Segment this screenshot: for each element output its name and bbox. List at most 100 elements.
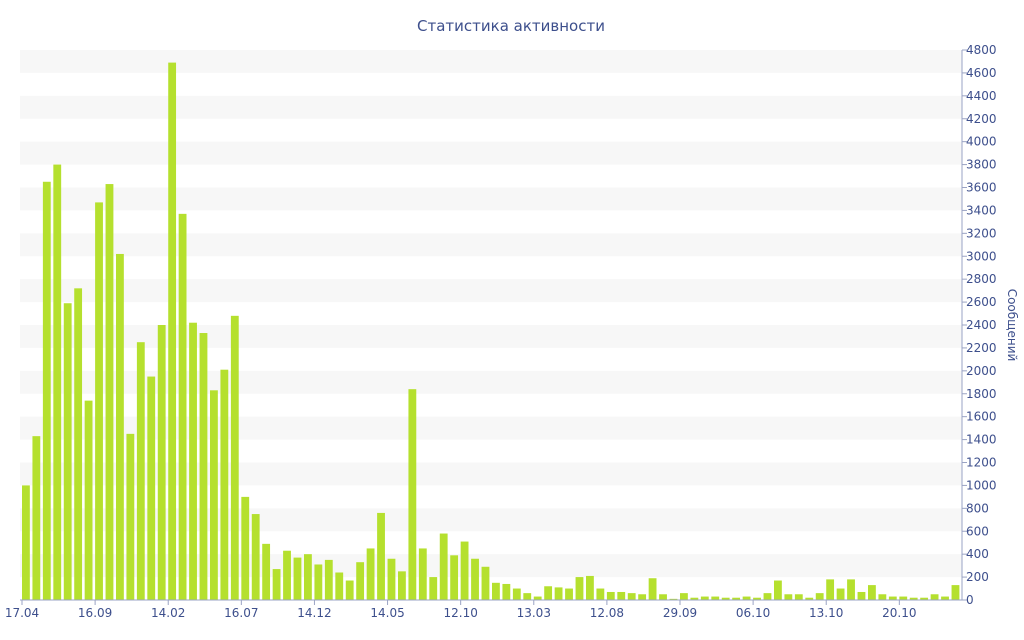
bar[interactable] (377, 512, 385, 600)
bar[interactable] (920, 597, 929, 600)
bar[interactable] (345, 580, 354, 600)
bar[interactable] (324, 559, 333, 600)
bar[interactable] (418, 548, 427, 600)
bar[interactable] (74, 288, 83, 600)
bar[interactable] (565, 588, 573, 600)
bar[interactable] (533, 596, 542, 600)
y-tick-label: 1400 (966, 433, 997, 447)
bar[interactable] (398, 571, 406, 600)
bar[interactable] (450, 555, 459, 600)
x-tick-label: 16.09 (78, 606, 112, 620)
bar[interactable] (638, 594, 647, 600)
bar[interactable] (794, 594, 803, 600)
bar[interactable] (606, 591, 615, 600)
bar[interactable] (481, 566, 490, 600)
bar[interactable] (868, 585, 876, 600)
bar[interactable] (732, 597, 741, 600)
bar[interactable] (784, 594, 793, 600)
bar[interactable] (659, 594, 667, 600)
bar[interactable] (763, 593, 772, 601)
bar[interactable] (230, 315, 239, 600)
bar[interactable] (220, 369, 229, 600)
bar[interactable] (888, 596, 897, 600)
bar[interactable] (711, 596, 720, 600)
bar[interactable] (42, 181, 51, 600)
bar[interactable] (951, 585, 960, 600)
bar[interactable] (116, 253, 124, 600)
bar[interactable] (32, 436, 41, 600)
bar[interactable] (272, 569, 281, 600)
bar[interactable] (857, 591, 866, 600)
bar[interactable] (387, 558, 396, 600)
x-tick-label: 13.10 (809, 606, 843, 620)
x-tick-label: 20.10 (882, 606, 916, 620)
grid-band (20, 50, 962, 73)
bar[interactable] (178, 213, 187, 600)
bar[interactable] (283, 550, 291, 600)
bar[interactable] (627, 593, 636, 601)
y-axis-ticks: 0 200 400 600 800 1000 1200 1400 1600 1800 2000 220… (962, 43, 997, 607)
bar[interactable] (293, 557, 302, 600)
bar[interactable] (805, 597, 814, 600)
bar[interactable] (544, 586, 553, 600)
bar[interactable] (408, 389, 417, 600)
bar[interactable] (366, 548, 375, 600)
bar[interactable] (690, 597, 699, 600)
bar[interactable] (909, 597, 918, 600)
bar[interactable] (241, 496, 250, 601)
bar[interactable] (836, 588, 845, 600)
bar[interactable] (753, 597, 761, 600)
bar[interactable] (930, 594, 939, 600)
bar[interactable] (554, 587, 563, 600)
bar[interactable] (53, 164, 62, 600)
bar[interactable] (105, 184, 114, 600)
bar[interactable] (314, 564, 323, 600)
bar[interactable] (575, 577, 584, 600)
bar[interactable] (502, 583, 511, 600)
bar[interactable] (95, 202, 103, 600)
bar[interactable] (617, 591, 626, 600)
bar[interactable] (878, 594, 887, 600)
bar[interactable] (847, 579, 855, 601)
bar[interactable] (335, 572, 344, 601)
bar[interactable] (429, 577, 438, 600)
bar[interactable] (492, 582, 500, 600)
y-tick-label: 200 (966, 570, 989, 584)
bar[interactable] (774, 580, 782, 600)
bar[interactable] (63, 303, 72, 600)
bar[interactable] (648, 578, 657, 600)
y-tick-label: 1600 (966, 410, 997, 424)
bar[interactable] (826, 579, 835, 601)
bar[interactable] (586, 575, 594, 600)
bar[interactable] (356, 562, 365, 600)
bar[interactable] (899, 596, 908, 600)
bar[interactable] (84, 400, 93, 601)
bar[interactable] (157, 325, 166, 600)
bar[interactable] (596, 588, 605, 600)
bar[interactable] (189, 322, 197, 600)
y-tick-label: 800 (966, 501, 989, 515)
bar[interactable] (742, 596, 751, 600)
bar[interactable] (523, 593, 532, 601)
bar[interactable] (721, 597, 730, 600)
bar[interactable] (22, 485, 30, 600)
bar[interactable] (700, 596, 709, 600)
bar[interactable] (147, 376, 156, 600)
bar[interactable] (669, 598, 678, 600)
bar[interactable] (941, 596, 949, 600)
bar[interactable] (251, 514, 260, 600)
bar[interactable] (304, 554, 312, 600)
bar[interactable] (136, 342, 145, 600)
bar[interactable] (168, 62, 177, 601)
y-tick-label: 4800 (966, 43, 997, 57)
bar[interactable] (262, 543, 271, 600)
bar[interactable] (460, 541, 469, 600)
bar[interactable] (439, 533, 448, 600)
bar[interactable] (512, 588, 521, 600)
bar[interactable] (210, 390, 218, 600)
bar[interactable] (126, 433, 135, 600)
bar[interactable] (680, 593, 688, 601)
bar[interactable] (815, 593, 824, 601)
bar[interactable] (471, 558, 479, 600)
bar[interactable] (199, 333, 208, 600)
